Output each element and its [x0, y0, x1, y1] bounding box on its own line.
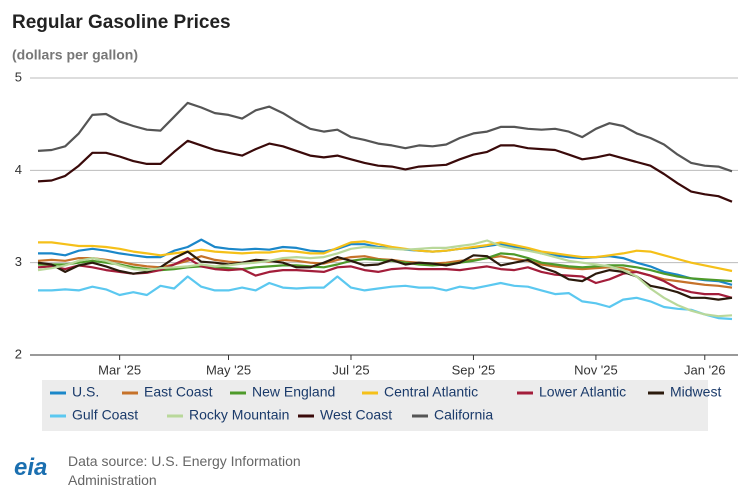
- series-line: [38, 275, 733, 321]
- chart-title: Regular Gasoline Prices: [12, 12, 231, 33]
- legend-label: Gulf Coast: [72, 407, 138, 423]
- series-line: [37, 239, 733, 318]
- legend-label: Midwest: [670, 384, 721, 400]
- x-tick-label: May '25: [206, 362, 251, 377]
- source-note: Data source: U.S. Energy Information Adm…: [68, 453, 301, 488]
- y-tick-label: 3: [15, 254, 22, 269]
- legend-label: U.S.: [72, 384, 99, 400]
- y-tick-label: 5: [15, 69, 22, 84]
- x-tick-label: Mar '25: [98, 362, 141, 377]
- legend-box: [42, 380, 708, 431]
- x-tick-label: Jul '25: [332, 362, 369, 377]
- x-tick-label: Nov '25: [574, 362, 618, 377]
- series-line: [37, 139, 733, 203]
- y-tick-label: 4: [15, 162, 22, 177]
- legend-label: Lower Atlantic: [539, 384, 626, 400]
- series-line: [38, 240, 733, 273]
- series-line: [37, 257, 733, 299]
- chart-subtitle: (dollars per gallon): [12, 47, 138, 63]
- legend-label: California: [434, 407, 493, 423]
- x-tick-label: Sep '25: [452, 362, 496, 377]
- x-tick-label: Jan '26: [684, 362, 726, 377]
- legend-label: East Coast: [144, 384, 213, 400]
- legend-label: New England: [252, 384, 335, 400]
- legend-label: West Coast: [320, 407, 392, 423]
- legend-label: Rocky Mountain: [189, 407, 289, 423]
- series-line: [37, 101, 733, 173]
- logo: eia: [14, 454, 48, 481]
- legend-label: Central Atlantic: [384, 384, 478, 400]
- y-tick-label: 2: [15, 346, 22, 361]
- chart: Regular Gasoline Prices (dollars per gal…: [12, 12, 738, 431]
